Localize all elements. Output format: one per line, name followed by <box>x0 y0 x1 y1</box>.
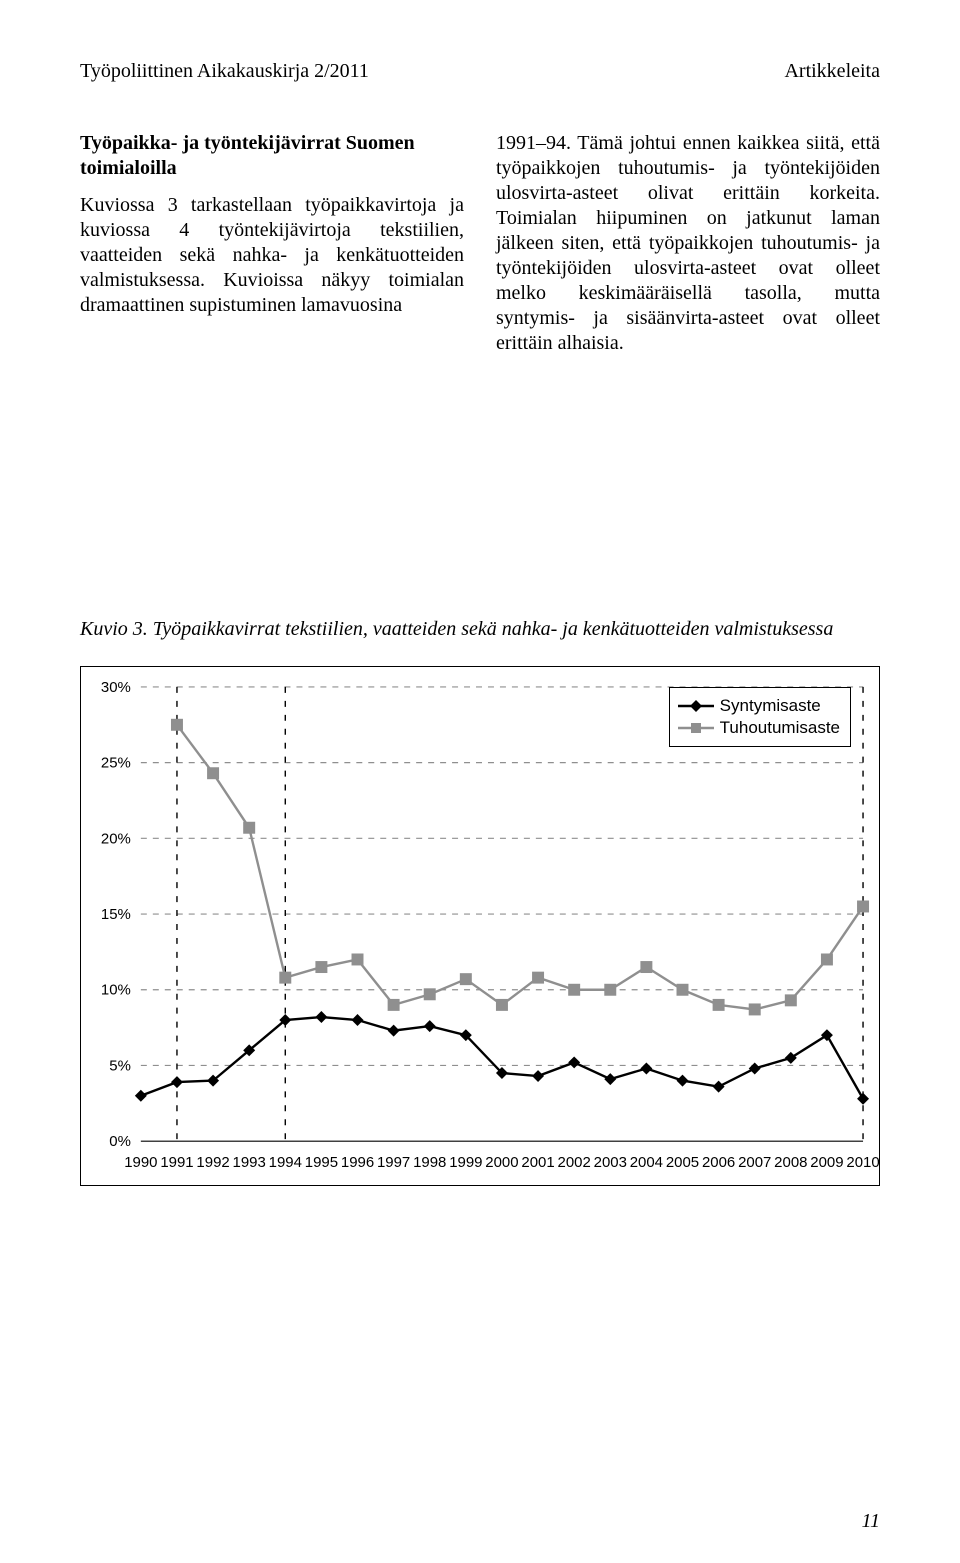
svg-text:1999: 1999 <box>449 1154 482 1171</box>
figure-caption: Kuvio 3. Työpaikkavirrat tekstiilien, va… <box>80 616 880 642</box>
svg-text:1993: 1993 <box>233 1154 266 1171</box>
left-column: Työpaikka- ja työntekijävirrat Suomen to… <box>80 131 464 356</box>
svg-text:2003: 2003 <box>594 1154 627 1171</box>
svg-text:1995: 1995 <box>305 1154 338 1171</box>
svg-text:2010: 2010 <box>846 1154 879 1171</box>
running-head-left: Työpoliittinen Aikakauskirja 2/2011 <box>80 60 369 83</box>
running-head: Työpoliittinen Aikakauskirja 2/2011 Arti… <box>80 60 880 83</box>
svg-text:2002: 2002 <box>558 1154 591 1171</box>
legend-marker-tuhoutumisaste <box>678 718 714 738</box>
legend-item-tuhoutumisaste: Tuhoutumisaste <box>678 718 840 738</box>
svg-text:2007: 2007 <box>738 1154 771 1171</box>
legend-label-tuhoutumisaste: Tuhoutumisaste <box>720 718 840 738</box>
svg-text:1991: 1991 <box>160 1154 193 1171</box>
legend-marker-syntymisaste <box>678 696 714 716</box>
legend-item-syntymisaste: Syntymisaste <box>678 696 840 716</box>
legend-label-syntymisaste: Syntymisaste <box>720 696 821 716</box>
svg-text:2005: 2005 <box>666 1154 699 1171</box>
svg-text:1998: 1998 <box>413 1154 446 1171</box>
svg-text:10%: 10% <box>101 982 131 999</box>
running-head-right: Artikkeleita <box>784 60 880 83</box>
svg-text:30%: 30% <box>101 679 131 696</box>
svg-text:2006: 2006 <box>702 1154 735 1171</box>
section-heading: Työpaikka- ja työntekijävirrat Suomen to… <box>80 131 464 181</box>
svg-text:1990: 1990 <box>124 1154 157 1171</box>
body-columns: Työpaikka- ja työntekijävirrat Suomen to… <box>80 131 880 356</box>
right-column: 1991–94. Tämä johtui ennen kaikkea siitä… <box>496 131 880 356</box>
svg-text:15%: 15% <box>101 906 131 923</box>
svg-text:25%: 25% <box>101 755 131 772</box>
left-body-text: Kuviossa 3 tarkastellaan työpaikkavirtoj… <box>80 194 464 316</box>
right-body-text: 1991–94. Tämä johtui ennen kaikkea siitä… <box>496 132 880 354</box>
svg-text:2000: 2000 <box>485 1154 518 1171</box>
svg-text:1992: 1992 <box>196 1154 229 1171</box>
chart-legend: Syntymisaste Tuhoutumisaste <box>669 687 851 747</box>
page-number: 11 <box>861 1510 880 1533</box>
chart-container: 0%5%10%15%20%25%30%199019911992199319941… <box>80 666 880 1186</box>
svg-text:1996: 1996 <box>341 1154 374 1171</box>
svg-text:20%: 20% <box>101 830 131 847</box>
svg-text:2001: 2001 <box>521 1154 554 1171</box>
svg-text:2004: 2004 <box>630 1154 663 1171</box>
svg-text:0%: 0% <box>109 1133 131 1150</box>
svg-text:1997: 1997 <box>377 1154 410 1171</box>
svg-text:2008: 2008 <box>774 1154 807 1171</box>
svg-text:5%: 5% <box>109 1057 131 1074</box>
page-root: Työpoliittinen Aikakauskirja 2/2011 Arti… <box>0 0 960 1563</box>
svg-text:1994: 1994 <box>269 1154 302 1171</box>
svg-text:2009: 2009 <box>810 1154 843 1171</box>
